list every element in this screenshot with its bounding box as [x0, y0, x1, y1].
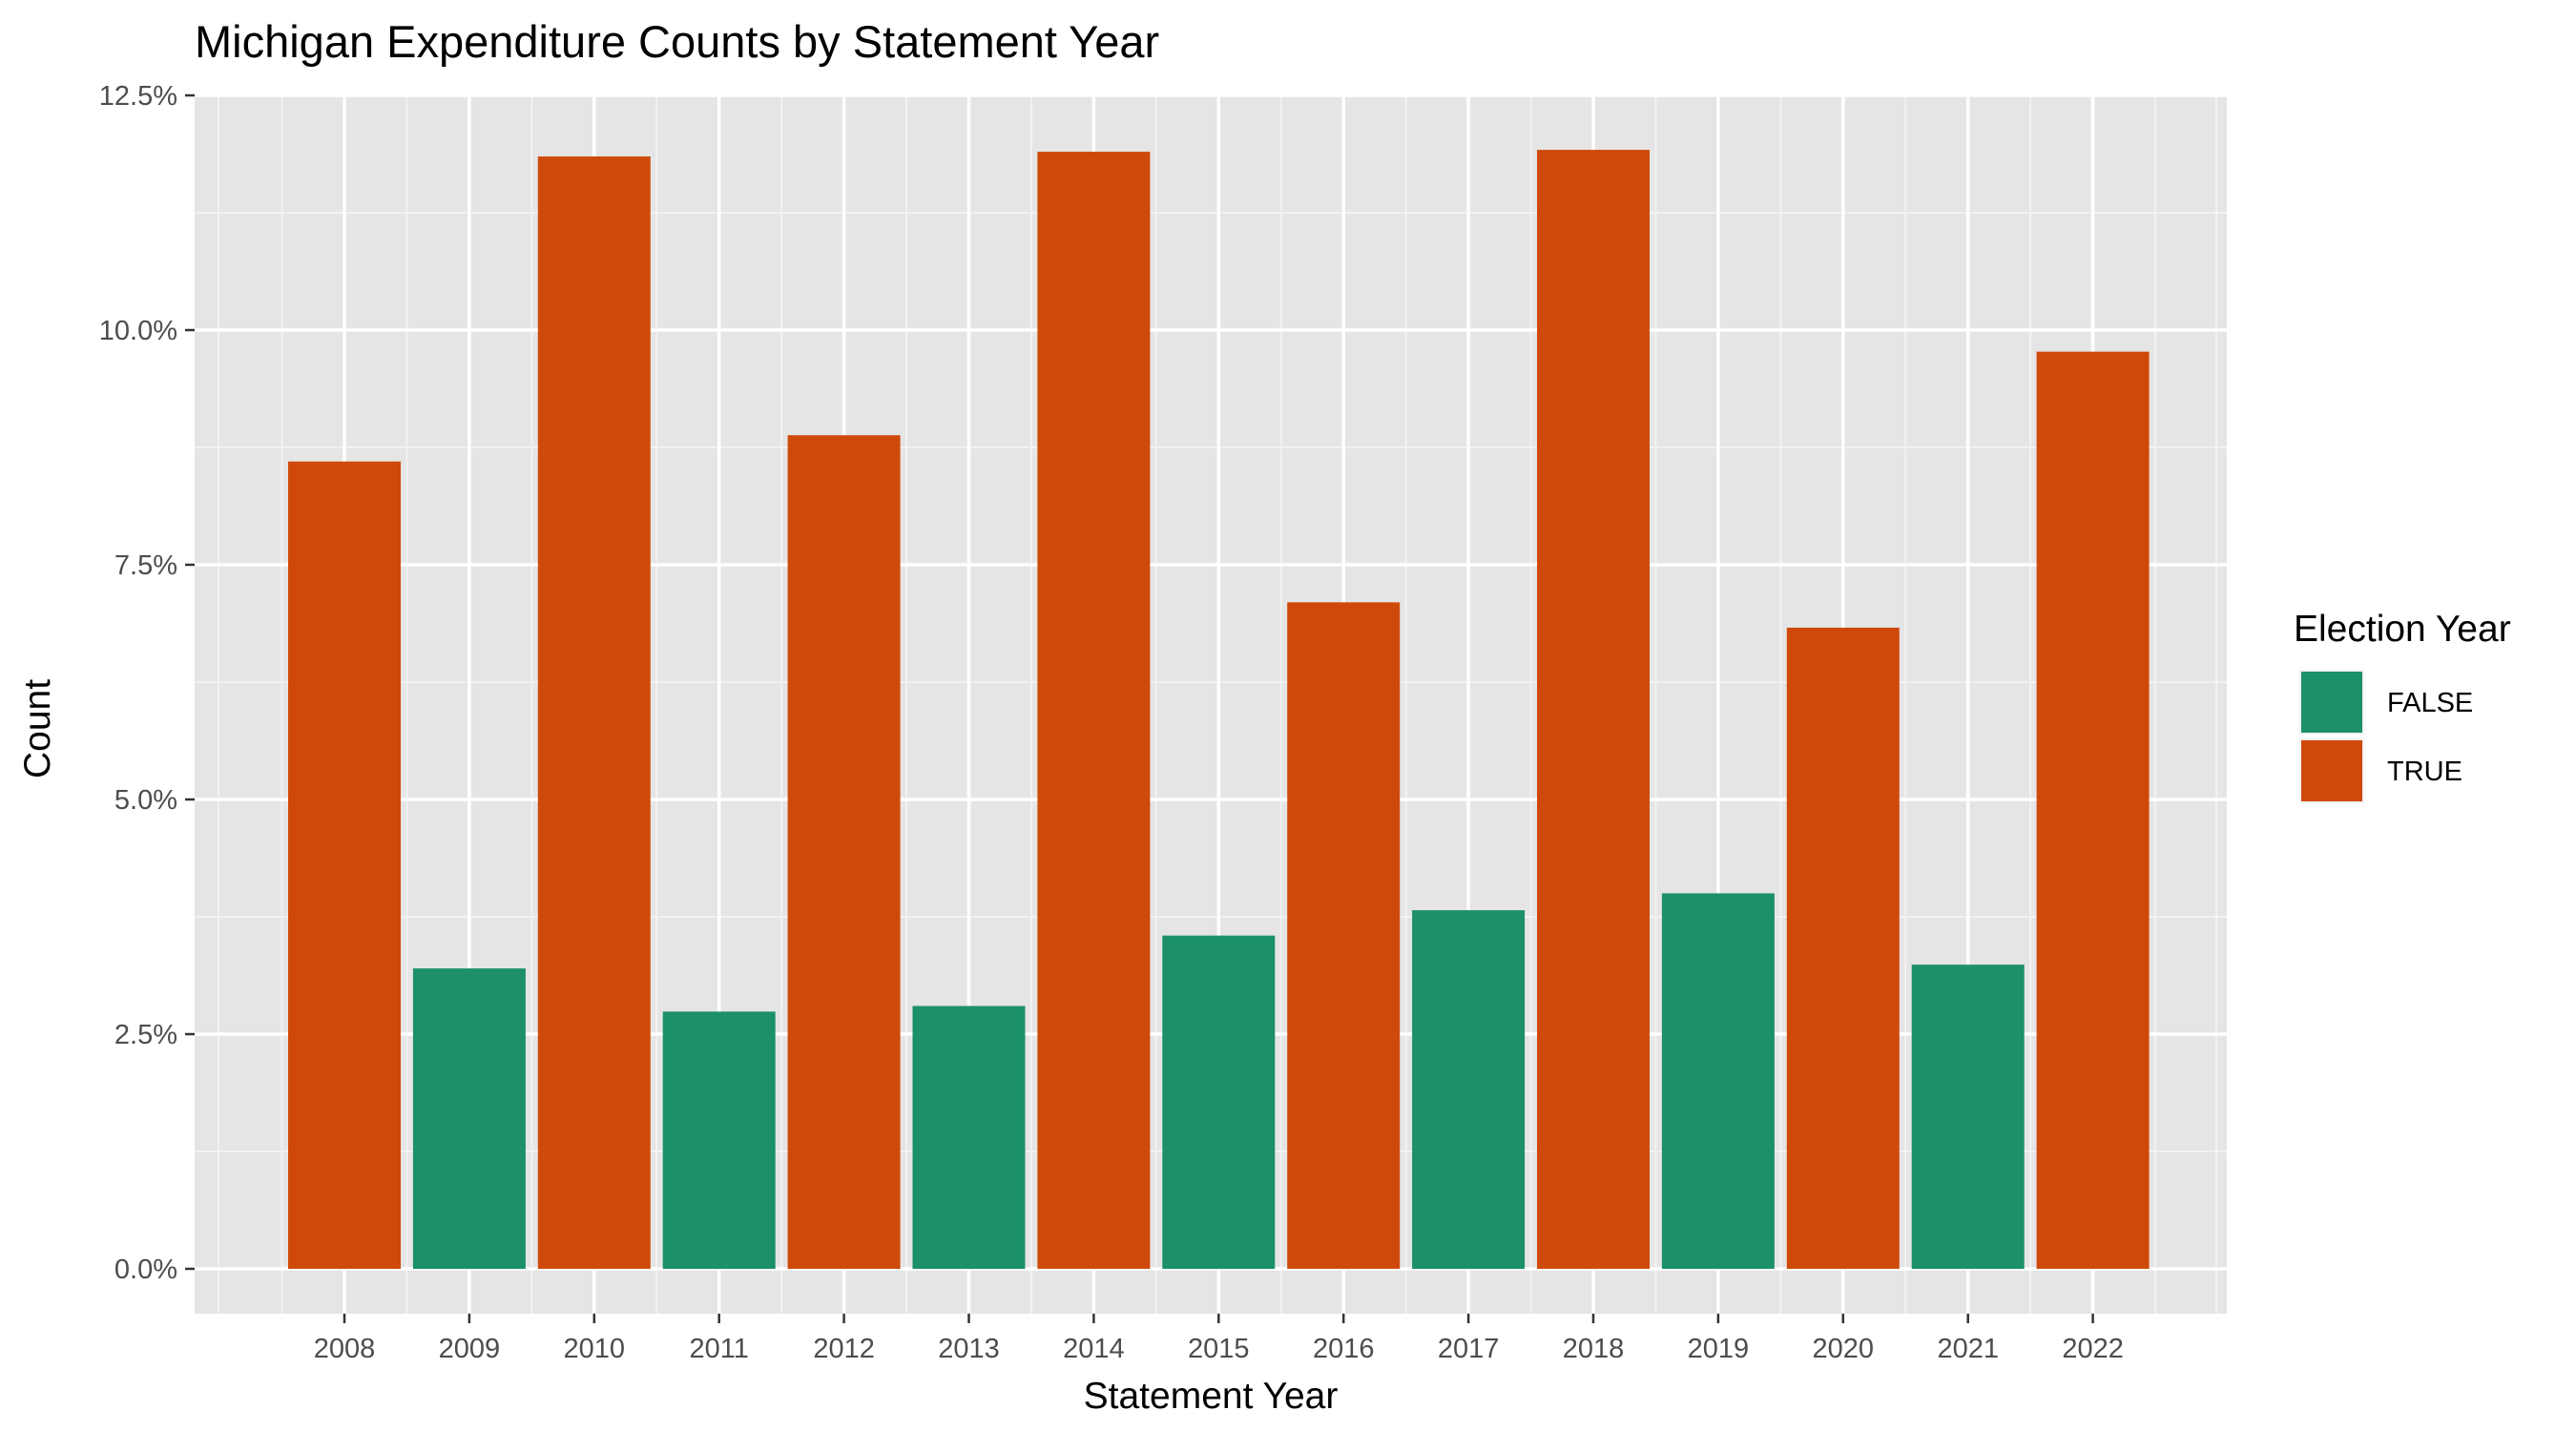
- bar-2020: [1786, 627, 1900, 1269]
- x-tick-label: 2021: [1937, 1334, 1999, 1364]
- x-tick-label: 2017: [1438, 1334, 1500, 1364]
- bar-2016: [1287, 602, 1401, 1269]
- y-axis-title: Count: [17, 679, 58, 778]
- minor-gridlines: [195, 95, 2227, 1314]
- legend-key-true: [2301, 740, 2362, 801]
- bar-2008: [288, 461, 401, 1269]
- x-tick-label: 2018: [1563, 1334, 1625, 1364]
- y-tick-label: 12.5%: [99, 81, 177, 112]
- y-axis: 0.0% 2.5% 5.0% 7.5% 10.0% 12.5%: [99, 81, 195, 1285]
- x-axis: 2008 2009 2010 2011 2012 2013 2014 2015 2016 2017…: [314, 1314, 2124, 1364]
- x-tick-label: 2015: [1188, 1334, 1250, 1364]
- x-axis-title: Statement Year: [1084, 1376, 1339, 1417]
- x-tick-label: 2010: [564, 1334, 626, 1364]
- bar-2009: [412, 968, 526, 1269]
- legend: Election Year FALSE TRUE: [2294, 609, 2511, 803]
- bar-2012: [787, 435, 901, 1269]
- x-tick-label: 2013: [938, 1334, 1000, 1364]
- legend-label-true: TRUE: [2387, 757, 2462, 787]
- y-tick-label: 5.0%: [114, 785, 177, 816]
- y-tick-label: 2.5%: [114, 1020, 177, 1050]
- bar-2019: [1661, 893, 1775, 1269]
- x-tick-label: 2012: [813, 1334, 875, 1364]
- legend-title: Election Year: [2294, 609, 2511, 650]
- bar-2015: [1162, 935, 1276, 1269]
- x-tick-label: 2022: [2062, 1334, 2124, 1364]
- bar-2013: [912, 1006, 1026, 1269]
- legend-key-false: [2301, 672, 2362, 733]
- x-tick-label: 2011: [690, 1334, 749, 1364]
- x-tick-label: 2014: [1063, 1334, 1125, 1364]
- bar-2021: [1911, 964, 2025, 1269]
- legend-label-false: FALSE: [2387, 688, 2473, 718]
- x-tick-label: 2008: [314, 1334, 376, 1364]
- y-tick-label: 10.0%: [99, 316, 177, 346]
- x-tick-label: 2019: [1688, 1334, 1750, 1364]
- bars: [288, 150, 2150, 1270]
- x-tick-label: 2020: [1813, 1334, 1875, 1364]
- y-tick-label: 0.0%: [114, 1255, 177, 1285]
- bar-2010: [537, 156, 651, 1270]
- x-tick-label: 2016: [1313, 1334, 1375, 1364]
- bar-2022: [2036, 351, 2150, 1270]
- bar-2017: [1412, 910, 1526, 1269]
- bar-2011: [662, 1011, 776, 1269]
- bar-2018: [1537, 150, 1650, 1269]
- bar-2014: [1037, 152, 1151, 1269]
- chart-title: Michigan Expenditure Counts by Statement…: [195, 16, 1159, 67]
- x-tick-label: 2009: [439, 1334, 501, 1364]
- y-tick-label: 7.5%: [114, 550, 177, 581]
